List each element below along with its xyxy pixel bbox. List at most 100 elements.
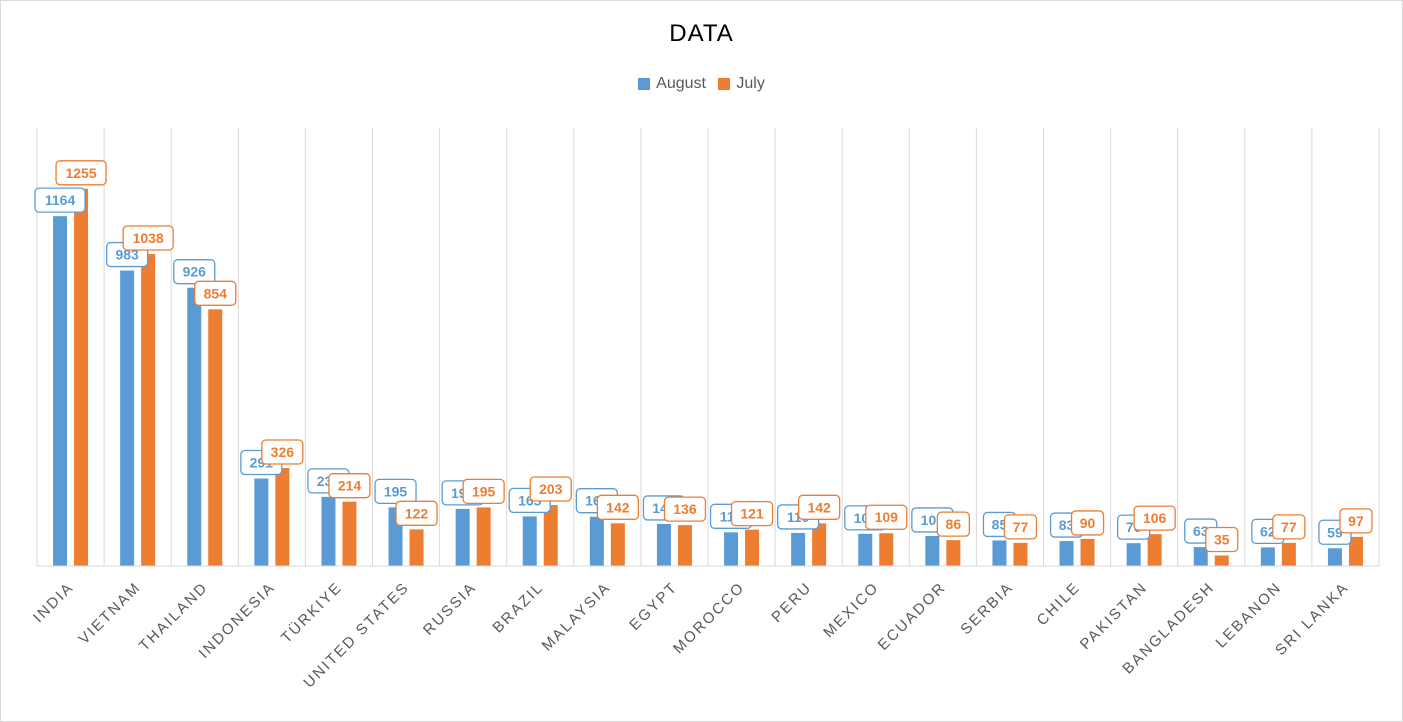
data-label-august-united-states: 195: [384, 483, 408, 499]
legend-entry-july: July: [718, 75, 765, 93]
bar-july-indonesia: [275, 468, 290, 566]
bar-july-serbia: [1013, 542, 1028, 566]
legend-label-july: July: [736, 75, 765, 92]
data-label-box-august-thailand: [173, 259, 216, 285]
data-label-box-july-indonesia: [261, 439, 304, 465]
data-label-box-july-thailand: [194, 280, 237, 306]
data-label-july-egypt: 136: [673, 501, 697, 517]
data-label-july-mexico: 109: [875, 509, 899, 525]
bar-august-morocco: [724, 532, 739, 566]
legend-swatch-july: [718, 78, 731, 90]
x-tick-label-serbia: SERBIA: [957, 579, 1016, 638]
bar-july-ecuador: [946, 540, 961, 566]
legend-entry-august: August: [638, 75, 706, 93]
data-label-july-serbia: 77: [1013, 519, 1029, 535]
bar-july-india: [74, 188, 89, 567]
bar-august-chile: [1059, 541, 1074, 566]
data-label-august-thailand: 926: [183, 264, 207, 280]
bar-july-türkiye: [342, 501, 357, 566]
bar-august-sri-lanka: [1327, 548, 1342, 566]
x-tick-label-ecuador: ECUADOR: [875, 579, 950, 654]
data-label-box-july-vietnam: [122, 225, 174, 251]
x-tick-label-egypt: EGYPT: [626, 579, 681, 634]
data-label-july-chile: 90: [1080, 515, 1096, 531]
data-label-july-russia: 195: [472, 483, 496, 499]
data-label-box-july-sri-lanka: [1339, 508, 1373, 534]
data-label-august-india: 1164: [45, 192, 76, 208]
data-label-july-lebanon: 77: [1281, 519, 1297, 535]
data-label-july-malaysia: 142: [606, 499, 630, 515]
bar-july-morocco: [745, 529, 760, 566]
bar-july-thailand: [208, 309, 223, 566]
bar-august-lebanon: [1260, 547, 1275, 566]
data-label-august-sri-lanka: 59: [1327, 524, 1343, 540]
x-tick-label-türkiye: TÜRKIYE: [277, 578, 346, 647]
bar-august-bangladesh: [1193, 547, 1208, 566]
bar-july-brazil: [543, 504, 558, 566]
bar-august-malaysia: [589, 516, 604, 566]
bar-august-türkiye: [321, 496, 336, 566]
data-label-box-july-mexico: [865, 504, 908, 530]
data-label-july-bangladesh: 35: [1214, 531, 1230, 547]
x-tick-label-russia: RUSSIA: [420, 579, 480, 639]
x-tick-label-pakistan: PAKISTAN: [1077, 579, 1151, 653]
x-tick-label-malaysia: MALAYSIA: [539, 579, 615, 655]
data-label-box-july-egypt: [663, 496, 707, 522]
bar-july-bangladesh: [1214, 555, 1229, 566]
bar-july-united-states: [409, 529, 424, 566]
x-tick-label-thailand: THAILAND: [136, 579, 212, 655]
data-label-box-july-malaysia: [596, 494, 639, 520]
bar-august-thailand: [187, 287, 202, 566]
legend-label-august: August: [656, 75, 706, 92]
data-label-box-july-lebanon: [1272, 514, 1306, 540]
bar-july-chile: [1080, 538, 1095, 566]
bar-july-lebanon: [1281, 542, 1296, 566]
bar-july-egypt: [677, 525, 692, 566]
data-label-july-türkiye: 214: [338, 478, 362, 494]
bar-july-malaysia: [610, 523, 625, 566]
x-tick-label-vietnam: VIETNAM: [75, 579, 144, 648]
data-label-july-vietnam: 1038: [133, 230, 164, 246]
legend-swatch-august: [638, 78, 651, 90]
bar-july-peru: [812, 523, 827, 566]
data-label-july-pakistan: 106: [1143, 510, 1167, 526]
data-label-august-lebanon: 62: [1260, 523, 1276, 539]
data-label-august-bangladesh: 63: [1193, 523, 1209, 539]
data-label-july-thailand: 854: [204, 285, 228, 301]
bar-august-india: [53, 216, 68, 566]
data-label-box-july-türkiye: [328, 473, 371, 499]
data-label-july-ecuador: 86: [946, 516, 962, 532]
bar-august-pakistan: [1126, 543, 1141, 566]
bar-august-egypt: [656, 523, 671, 566]
data-label-july-peru: 142: [807, 499, 831, 515]
x-tick-label-mexico: MEXICO: [820, 579, 882, 641]
x-tick-label-morocco: MOROCCO: [670, 579, 748, 657]
bar-august-indonesia: [254, 478, 269, 566]
data-label-august-serbia: 85: [992, 516, 1008, 532]
data-label-box-august-india: [34, 187, 86, 213]
bar-july-sri-lanka: [1348, 536, 1363, 566]
bar-july-pakistan: [1147, 534, 1162, 566]
bar-august-mexico: [858, 533, 873, 566]
bar-august-ecuador: [925, 535, 940, 566]
x-tick-label-lebanon: LEBANON: [1213, 579, 1286, 652]
data-label-box-july-brazil: [529, 476, 572, 502]
chart-legend: August July: [0, 75, 1403, 95]
bar-august-brazil: [522, 516, 537, 566]
data-label-box-july-peru: [798, 494, 841, 520]
data-label-box-july-morocco: [730, 500, 774, 527]
x-tick-label-chile: CHILE: [1034, 579, 1084, 629]
chart-title: DATA: [669, 20, 734, 47]
bar-august-vietnam: [120, 270, 135, 566]
x-tick-label-peru: PERU: [768, 579, 815, 626]
data-label-box-july-india: [55, 160, 107, 186]
data-label-box-july-pakistan: [1133, 505, 1176, 531]
data-label-july-brazil: 203: [539, 481, 563, 497]
data-label-box-july-ecuador: [936, 511, 970, 537]
data-label-box-july-serbia: [1003, 514, 1038, 540]
bar-july-vietnam: [141, 254, 156, 566]
data-label-july-indonesia: 326: [271, 444, 295, 460]
bar-august-peru: [791, 532, 806, 566]
